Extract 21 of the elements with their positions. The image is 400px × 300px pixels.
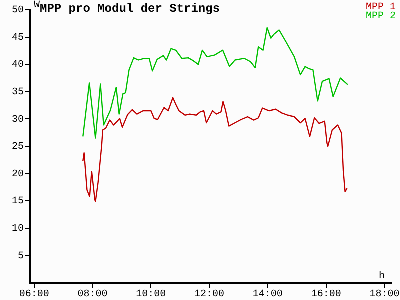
x-tick-label: 08:00: [78, 290, 108, 300]
x-tick-label: 18:00: [370, 290, 400, 300]
y-tick-label: 5: [18, 251, 24, 262]
x-tick-label: 14:00: [252, 290, 283, 300]
y-tick-label: 35: [12, 88, 24, 99]
text: MPP 2: [366, 12, 396, 23]
x-tick-label: 12:00: [194, 290, 225, 300]
chart-title: MPP pro Modul der Strings: [40, 2, 220, 16]
x-tick-label: 16:00: [311, 290, 342, 300]
x-tick-label: 10:00: [136, 290, 166, 300]
x-tick-label: 06:00: [19, 290, 50, 300]
y-axis-title: W: [34, 0, 40, 12]
y-tick-label: 30: [12, 114, 24, 126]
y-tick-label: 40: [12, 60, 24, 72]
x-axis-title: h: [378, 270, 386, 283]
y-tick-label: 20: [12, 169, 24, 180]
y-tick-label: 50: [12, 6, 24, 17]
y-tick-label: 25: [12, 142, 24, 154]
y-tick-label: 45: [12, 32, 24, 44]
y-tick-label: 10: [12, 224, 24, 236]
y-tick-label: 15: [12, 196, 24, 208]
